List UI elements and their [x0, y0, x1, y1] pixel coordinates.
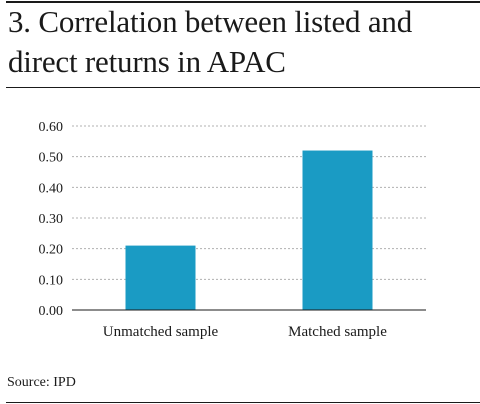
top-rule: [6, 1, 480, 3]
bar: [302, 150, 373, 310]
bar-chart: 0.00 0.10 0.20 0.30 0.40 0.50 0.60 Unmatched sa…: [39, 120, 426, 340]
x-category-label: Unmatched sample: [103, 324, 219, 340]
y-tick-label: 0.10: [39, 273, 64, 288]
bar: [125, 245, 196, 310]
y-tick-label: 0.40: [39, 181, 64, 196]
title-divider: [6, 87, 480, 88]
y-tick-label: 0.60: [39, 120, 64, 135]
y-tick-label: 0.50: [39, 151, 64, 166]
bottom-rule: [6, 402, 480, 403]
x-category-label: Matched sample: [288, 324, 387, 340]
chart-title: 3. Correlation between listed and direct…: [8, 4, 413, 79]
source-note: Source: IPD: [7, 375, 76, 390]
y-tick-label: 0.30: [39, 212, 64, 227]
y-tick-label: 0.20: [39, 243, 64, 258]
y-tick-label: 0.00: [39, 304, 64, 319]
